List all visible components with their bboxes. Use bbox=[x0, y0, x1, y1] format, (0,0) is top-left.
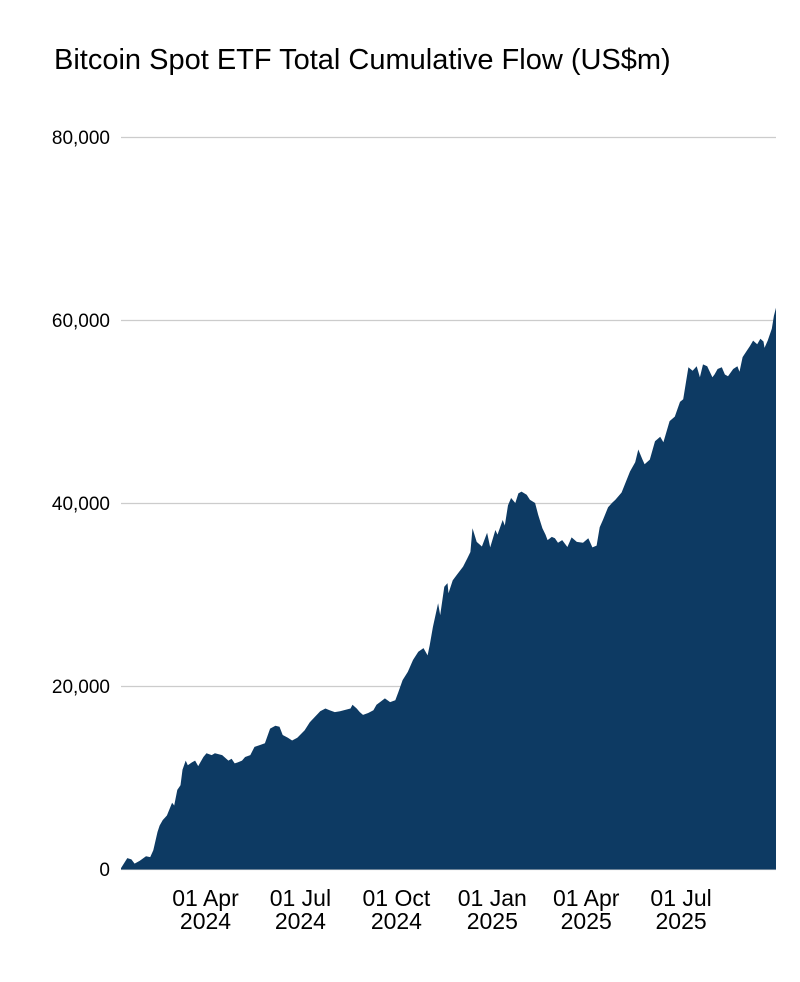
y-axis-labels: 0 20,000 40,000 60,000 80,000 bbox=[52, 128, 110, 881]
cumulative-flow-area bbox=[121, 307, 776, 870]
y-axis-tick-label: 60,000 bbox=[52, 311, 110, 332]
x-axis-tick-label-line1: 01 Apr bbox=[553, 885, 620, 911]
x-axis-tick-label-line1: 01 Apr bbox=[172, 885, 239, 911]
x-axis-tick-label-line2: 2024 bbox=[180, 908, 231, 934]
y-axis-tick-label: 80,000 bbox=[52, 128, 110, 149]
x-axis-tick-label-line1: 01 Jul bbox=[270, 885, 331, 911]
x-axis-tick-label-line2: 2024 bbox=[275, 908, 326, 934]
x-axis-tick-label-line2: 2025 bbox=[656, 908, 707, 934]
x-axis-tick-label-line1: 01 Jul bbox=[650, 885, 711, 911]
chart-title: Bitcoin Spot ETF Total Cumulative Flow (… bbox=[54, 44, 671, 76]
x-axis-tick-label-line2: 2025 bbox=[561, 908, 612, 934]
x-axis-tick-label-line2: 2025 bbox=[467, 908, 518, 934]
x-axis-tick-label-line1: 01 Oct bbox=[363, 885, 431, 911]
y-axis-tick-label: 20,000 bbox=[52, 677, 110, 698]
x-axis-tick-label-line1: 01 Jan bbox=[458, 885, 527, 911]
y-axis-tick-label: 40,000 bbox=[52, 494, 110, 515]
y-axis-tick-label: 0 bbox=[99, 860, 110, 881]
area-series bbox=[121, 307, 776, 870]
x-axis-tick-label-line2: 2024 bbox=[371, 908, 422, 934]
